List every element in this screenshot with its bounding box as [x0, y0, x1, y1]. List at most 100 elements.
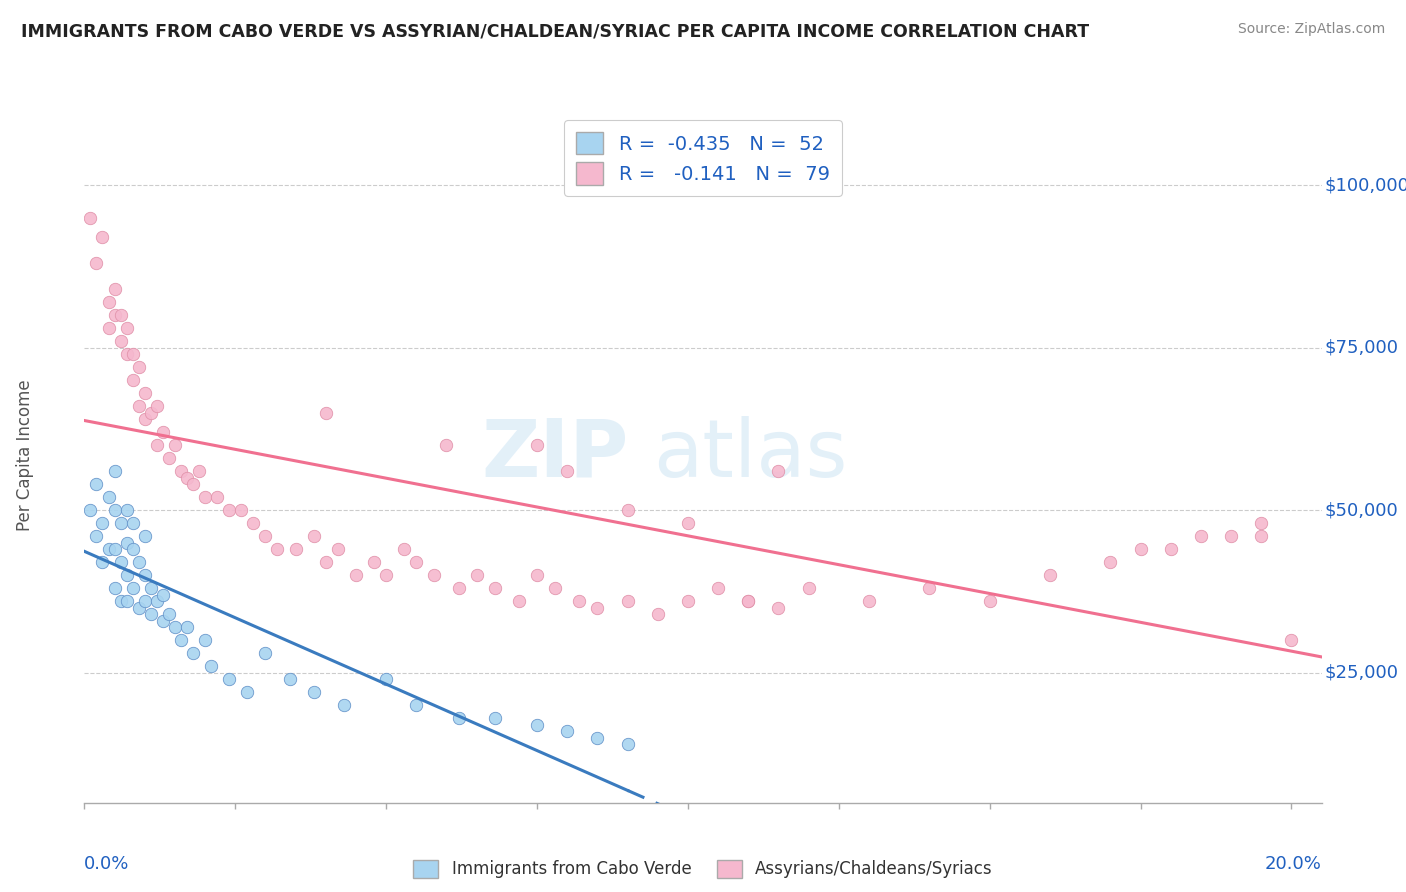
Point	[526, 438, 548, 452]
Point	[188, 464, 211, 478]
Point	[447, 581, 470, 595]
Point	[647, 607, 669, 622]
Point	[79, 503, 101, 517]
Point	[157, 451, 180, 466]
Point	[1250, 516, 1272, 531]
Point	[254, 529, 277, 543]
Point	[918, 581, 941, 595]
Point	[134, 386, 156, 401]
Point	[586, 600, 609, 615]
Point	[315, 406, 337, 420]
Point	[676, 594, 699, 608]
Point	[979, 594, 1001, 608]
Text: Per Capita Income: Per Capita Income	[15, 379, 34, 531]
Point	[181, 646, 204, 660]
Point	[1129, 542, 1152, 557]
Point	[555, 464, 578, 478]
Point	[302, 529, 325, 543]
Text: 20.0%: 20.0%	[1265, 855, 1322, 872]
Point	[858, 594, 880, 608]
Point	[447, 711, 470, 725]
Point	[526, 718, 548, 732]
Text: 0.0%: 0.0%	[84, 855, 129, 872]
Point	[405, 698, 427, 713]
Point	[465, 568, 488, 582]
Point	[128, 360, 150, 375]
Point	[363, 555, 385, 569]
Point	[242, 516, 264, 531]
Point	[254, 646, 277, 660]
Point	[508, 594, 530, 608]
Point	[616, 594, 638, 608]
Point	[152, 588, 174, 602]
Point	[103, 308, 125, 322]
Point	[1039, 568, 1062, 582]
Point	[568, 594, 591, 608]
Point	[218, 672, 240, 686]
Point	[344, 568, 367, 582]
Point	[616, 503, 638, 517]
Point	[134, 529, 156, 543]
Point	[194, 633, 217, 648]
Point	[737, 594, 759, 608]
Point	[555, 724, 578, 739]
Point	[1160, 542, 1182, 557]
Point	[121, 542, 143, 557]
Point	[1220, 529, 1243, 543]
Point	[394, 542, 416, 557]
Point	[110, 334, 132, 348]
Point	[768, 464, 790, 478]
Point	[128, 600, 150, 615]
Text: $50,000: $50,000	[1324, 501, 1398, 519]
Point	[139, 406, 162, 420]
Point	[526, 568, 548, 582]
Point	[128, 399, 150, 413]
Point	[103, 581, 125, 595]
Point	[86, 256, 108, 270]
Point	[91, 230, 114, 244]
Point	[103, 282, 125, 296]
Text: $75,000: $75,000	[1324, 339, 1398, 357]
Point	[176, 471, 198, 485]
Point	[115, 594, 138, 608]
Point	[200, 659, 222, 673]
Point	[91, 516, 114, 531]
Point	[170, 633, 193, 648]
Point	[707, 581, 730, 595]
Point	[115, 535, 138, 549]
Point	[676, 516, 699, 531]
Point	[110, 555, 132, 569]
Point	[1281, 633, 1303, 648]
Point	[146, 438, 169, 452]
Text: IMMIGRANTS FROM CABO VERDE VS ASSYRIAN/CHALDEAN/SYRIAC PER CAPITA INCOME CORRELA: IMMIGRANTS FROM CABO VERDE VS ASSYRIAN/C…	[21, 22, 1090, 40]
Point	[146, 399, 169, 413]
Point	[115, 568, 138, 582]
Point	[1099, 555, 1122, 569]
Point	[737, 594, 759, 608]
Point	[97, 321, 120, 335]
Point	[128, 555, 150, 569]
Point	[1189, 529, 1212, 543]
Legend: Immigrants from Cabo Verde, Assyrians/Chaldeans/Syriacs: Immigrants from Cabo Verde, Assyrians/Ch…	[406, 853, 1000, 885]
Point	[768, 600, 790, 615]
Point	[115, 347, 138, 361]
Point	[616, 737, 638, 751]
Point	[1250, 529, 1272, 543]
Point	[231, 503, 253, 517]
Point	[284, 542, 307, 557]
Text: atlas: atlas	[654, 416, 848, 494]
Point	[115, 321, 138, 335]
Point	[302, 685, 325, 699]
Point	[121, 581, 143, 595]
Point	[157, 607, 180, 622]
Point	[333, 698, 356, 713]
Point	[134, 412, 156, 426]
Point	[103, 464, 125, 478]
Point	[170, 464, 193, 478]
Point	[121, 516, 143, 531]
Point	[236, 685, 259, 699]
Text: ZIP: ZIP	[481, 416, 628, 494]
Point	[375, 672, 398, 686]
Point	[152, 614, 174, 628]
Point	[110, 594, 132, 608]
